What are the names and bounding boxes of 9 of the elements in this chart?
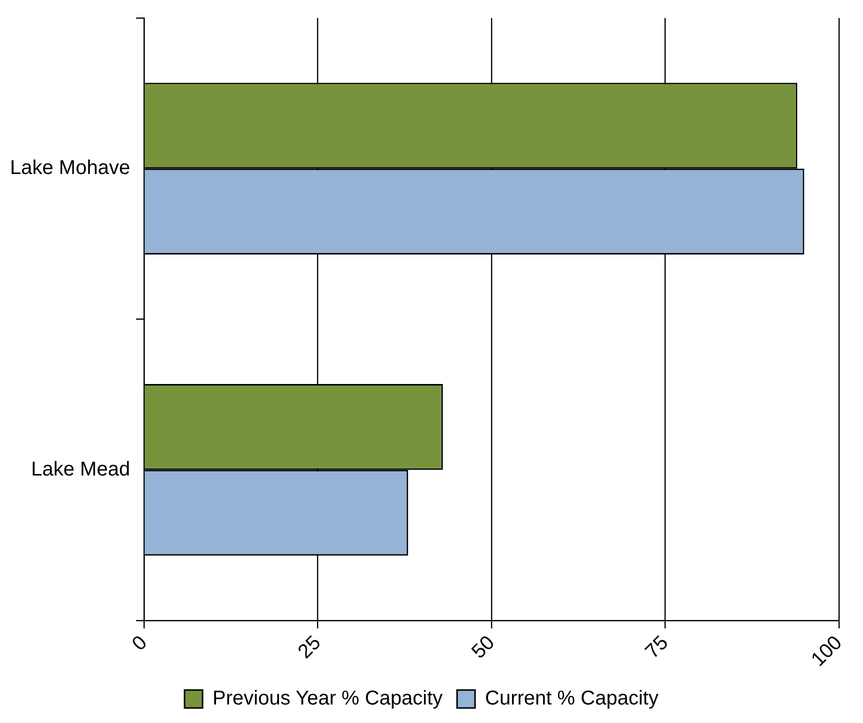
legend-label: Current % Capacity — [485, 688, 658, 710]
x-tick-label: 100 — [807, 632, 846, 671]
x-tick-label: 0 — [128, 632, 152, 656]
x-tick-label: 75 — [641, 632, 673, 664]
y-tick-label: Lake Mead — [31, 458, 130, 480]
y-tick-label: Lake Mohave — [10, 157, 130, 180]
x-tick-label: 25 — [294, 632, 326, 664]
legend-label: Previous Year % Capacity — [212, 688, 443, 710]
x-tick-label: 50 — [468, 632, 499, 664]
